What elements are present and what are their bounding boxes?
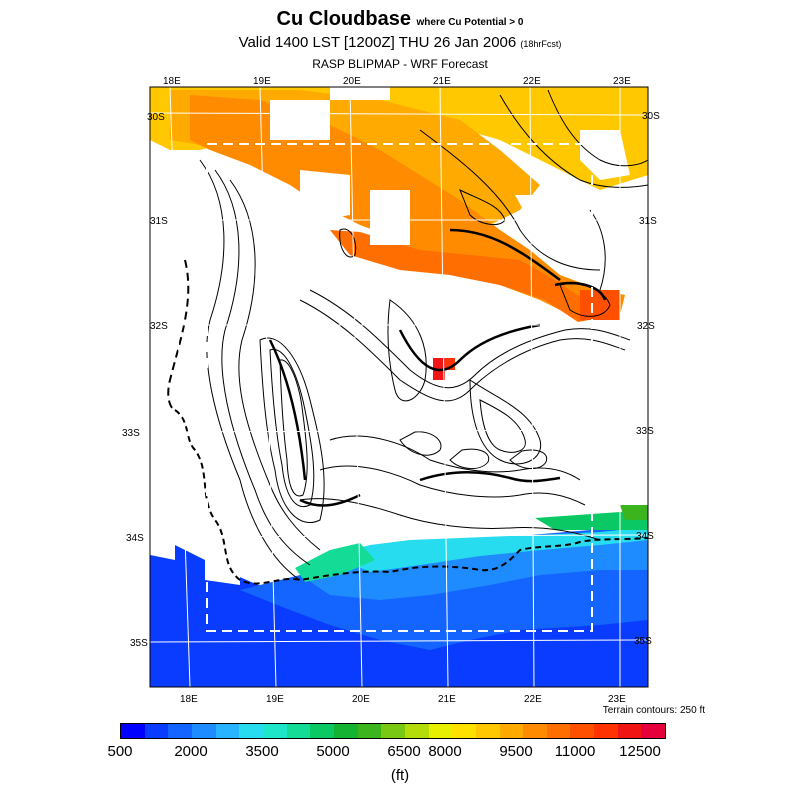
colorbar-cell-6 bbox=[262, 724, 287, 738]
colorbar-cell-4 bbox=[215, 724, 240, 738]
map-field bbox=[150, 87, 648, 687]
colorbar-label-5: 8000 bbox=[428, 743, 462, 760]
cloudbase-south-green bbox=[295, 543, 375, 582]
colorbar-label-7: 11000 bbox=[554, 743, 596, 760]
cloudbase-max-cell bbox=[580, 290, 620, 320]
coast-white-2 bbox=[205, 560, 240, 585]
colorbar-cell-8 bbox=[310, 724, 334, 738]
lon-label-bottom-2: 20E bbox=[352, 694, 370, 705]
colorbar-cell-2 bbox=[168, 724, 192, 738]
lon-label-top-3: 21E bbox=[433, 76, 451, 87]
colorbar-cell-21 bbox=[617, 724, 642, 738]
colorbar bbox=[120, 723, 666, 739]
lat-label-left-3: 33S bbox=[122, 428, 140, 439]
map-frame bbox=[149, 86, 649, 688]
colorbar-cell-15 bbox=[475, 724, 500, 738]
lat-label-right-5: 35S bbox=[634, 636, 652, 647]
lon-label-top-4: 22E bbox=[523, 76, 541, 87]
colorbar-label-1: 2000 bbox=[174, 743, 208, 760]
forecast-hour-note: (18hrFcst) bbox=[520, 39, 562, 49]
lon-label-bottom-4: 22E bbox=[524, 694, 542, 705]
colorbar-label-4: 6500 bbox=[387, 743, 421, 760]
no-cloud-gap-5 bbox=[515, 195, 600, 265]
lat-label-right-4: 34S bbox=[636, 531, 654, 542]
colorbar-units: (ft) bbox=[390, 767, 410, 784]
colorbar-cell-14 bbox=[452, 724, 476, 738]
inner-domain-box bbox=[206, 143, 593, 632]
lat-label-right-3: 33S bbox=[636, 426, 654, 437]
lon-label-top-1: 19E bbox=[253, 76, 271, 87]
no-cloud-gap-3 bbox=[370, 190, 410, 245]
no-cloud-gap-7 bbox=[255, 195, 280, 240]
colorbar-cell-11 bbox=[381, 724, 405, 738]
colorbar-cell-7 bbox=[286, 724, 311, 738]
colorbar-cell-22 bbox=[641, 724, 666, 738]
colorbar-cell-9 bbox=[333, 724, 358, 738]
colorbar-label-8: 12500 bbox=[619, 743, 661, 760]
no-cloud-gap-2 bbox=[330, 87, 390, 100]
lat-label-left-5: 35S bbox=[130, 638, 148, 649]
valid-text: Valid 1400 LST [1200Z] THU 26 Jan 2006 bbox=[238, 34, 517, 51]
lon-label-bottom-3: 21E bbox=[438, 694, 456, 705]
colorbar-cell-1 bbox=[144, 724, 169, 738]
lon-label-top-2: 20E bbox=[343, 76, 361, 87]
colorbar-cell-20 bbox=[594, 724, 618, 738]
no-cloud-gap-1 bbox=[270, 100, 330, 140]
map-title: Cu Cloudbase where Cu Potential > 0 bbox=[0, 8, 800, 31]
lat-label-right-2: 32S bbox=[637, 321, 655, 332]
colorbar-cell-3 bbox=[191, 724, 216, 738]
colorbar-cell-17 bbox=[523, 724, 547, 738]
lat-label-right-1: 31S bbox=[639, 216, 657, 227]
colorbar-label-3: 5000 bbox=[316, 743, 350, 760]
map-subtitle: RASP BLIPMAP - WRF Forecast bbox=[312, 57, 488, 71]
lat-label-left-2: 32S bbox=[150, 321, 168, 332]
colorbar-label-0: 500 bbox=[107, 743, 133, 760]
valid-time: Valid 1400 LST [1200Z] THU 26 Jan 2006 (… bbox=[0, 34, 800, 51]
latlon-grid bbox=[150, 87, 648, 687]
colorbar-cell-12 bbox=[404, 724, 429, 738]
lon-label-top-0: 18E bbox=[163, 76, 181, 87]
colorbar-cell-10 bbox=[357, 724, 382, 738]
lon-label-bottom-0: 18E bbox=[180, 694, 198, 705]
forecast-map: 18E 19E 20E 21E 22E 23E 18E 19E 20E 21E … bbox=[122, 76, 660, 705]
lon-label-bottom-1: 19E bbox=[266, 694, 284, 705]
title-note: where Cu Potential > 0 bbox=[416, 17, 524, 28]
colorbar-cell-16 bbox=[499, 724, 524, 738]
terrain-contour-note: Terrain contours: 250 ft bbox=[602, 705, 705, 716]
colorbar-cell-19 bbox=[570, 724, 595, 738]
title-text: Cu Cloudbase bbox=[276, 8, 411, 30]
terrain-contours bbox=[199, 89, 648, 581]
coast-white-1 bbox=[150, 540, 175, 560]
cloudbase-south-lime bbox=[620, 505, 648, 520]
lon-label-top-5: 23E bbox=[613, 76, 631, 87]
colorbar-label-6: 9500 bbox=[499, 743, 533, 760]
west-boundary-dashed bbox=[167, 259, 190, 411]
colorbar-cell-13 bbox=[428, 724, 453, 738]
colorbar-label-2: 3500 bbox=[245, 743, 279, 760]
lat-label-left-1: 31S bbox=[150, 216, 168, 227]
cloudbase-north-red bbox=[330, 230, 600, 322]
lon-label-bottom-5: 23E bbox=[608, 694, 626, 705]
terrain-contours-bold bbox=[268, 228, 607, 507]
lat-label-left-0: 30S bbox=[147, 112, 165, 123]
colorbar-cell-5 bbox=[239, 724, 263, 738]
colorbar-cell-18 bbox=[546, 724, 571, 738]
cloudbase-south-cyan bbox=[330, 528, 648, 572]
lat-label-right-0: 30S bbox=[642, 111, 660, 122]
coastline bbox=[174, 409, 648, 585]
cloudbase-isolated-cell-2 bbox=[445, 358, 455, 370]
colorbar-cell-0 bbox=[121, 724, 145, 738]
no-cloud-gap-4 bbox=[300, 170, 350, 220]
lat-label-left-4: 34S bbox=[126, 533, 144, 544]
